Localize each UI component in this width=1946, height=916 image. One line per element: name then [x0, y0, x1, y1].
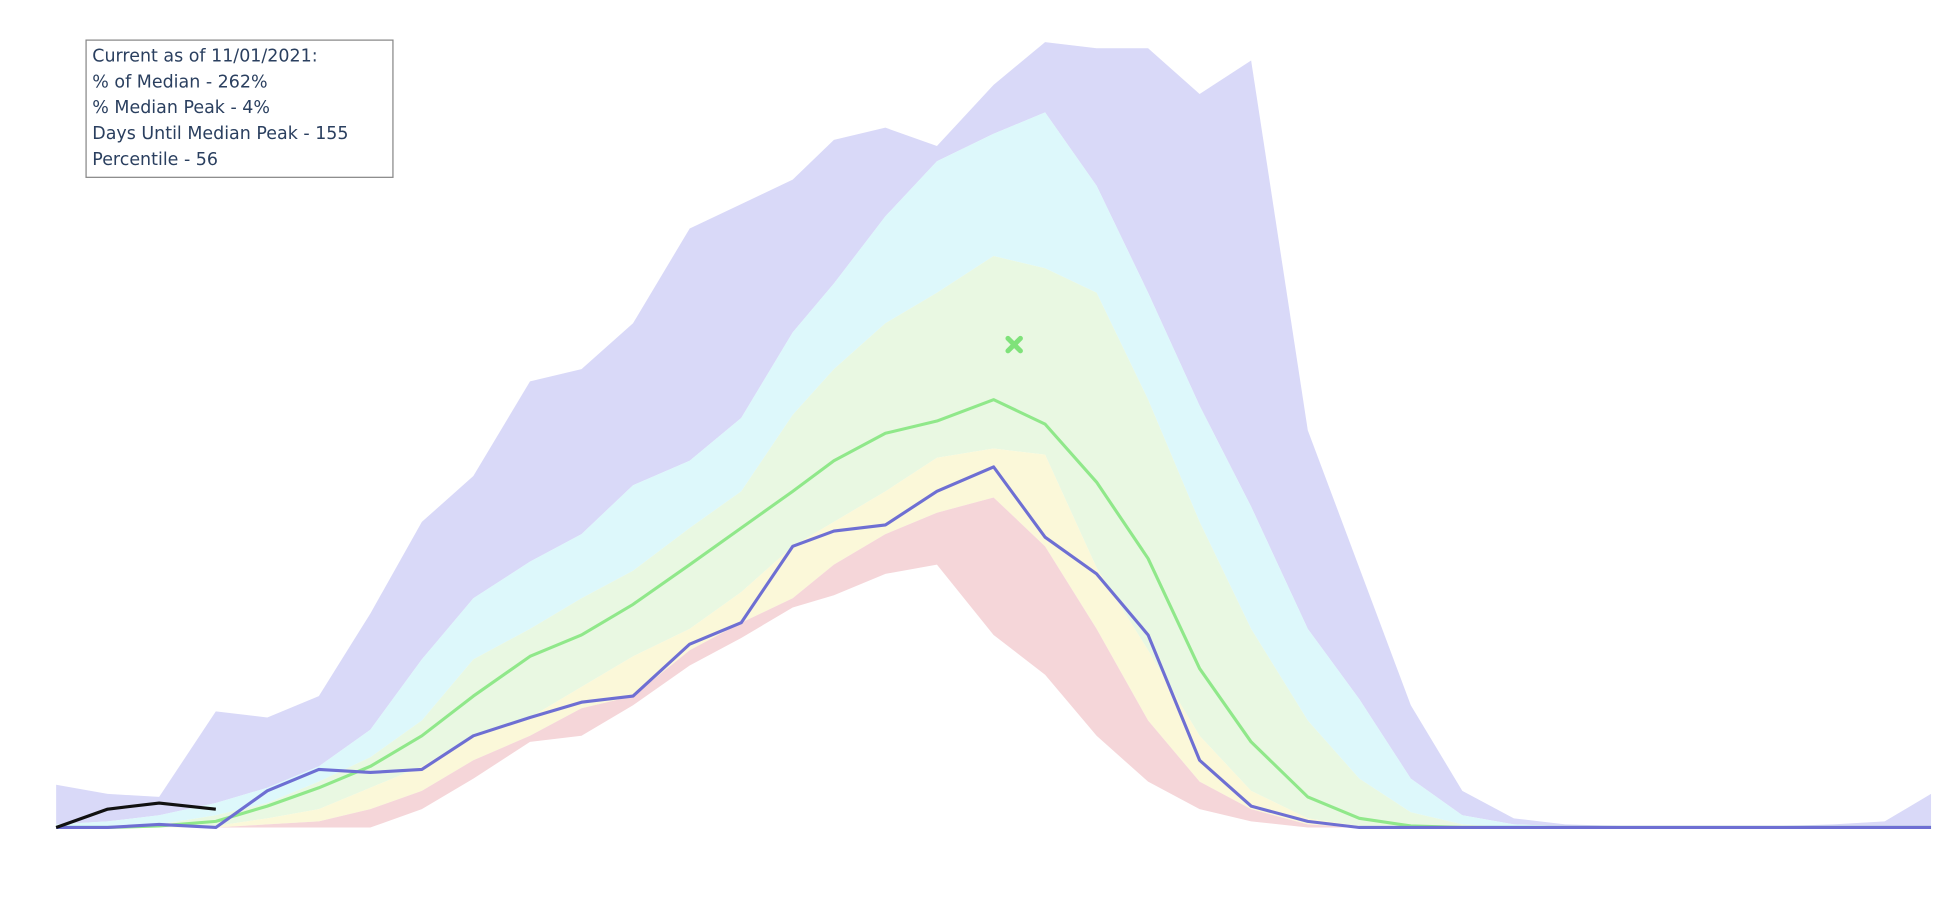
marker-stroke — [1005, 335, 1023, 354]
band — [56, 497, 1932, 828]
series-line — [56, 465, 1932, 830]
annotation-line: Current as of 11/01/2021: — [92, 46, 317, 66]
band — [56, 42, 1932, 828]
annotation-line: Percentile - 56 — [92, 150, 218, 170]
annotation-line: % Median Peak - 4% — [92, 98, 270, 118]
annotation-line: Days Until Median Peak - 155 — [92, 124, 348, 144]
annotation: Current as of 11/01/2021: % of Median - 2… — [85, 39, 394, 178]
band — [56, 112, 1932, 828]
band — [56, 448, 1932, 828]
bands — [56, 42, 1932, 828]
lines — [55, 398, 1932, 830]
series-line — [55, 801, 216, 829]
markers — [1005, 335, 1023, 354]
annotation-line: % of Median - 262% — [92, 72, 267, 92]
band — [56, 256, 1932, 828]
annotation-box — [85, 39, 394, 178]
median-peak-marker — [1005, 335, 1023, 354]
